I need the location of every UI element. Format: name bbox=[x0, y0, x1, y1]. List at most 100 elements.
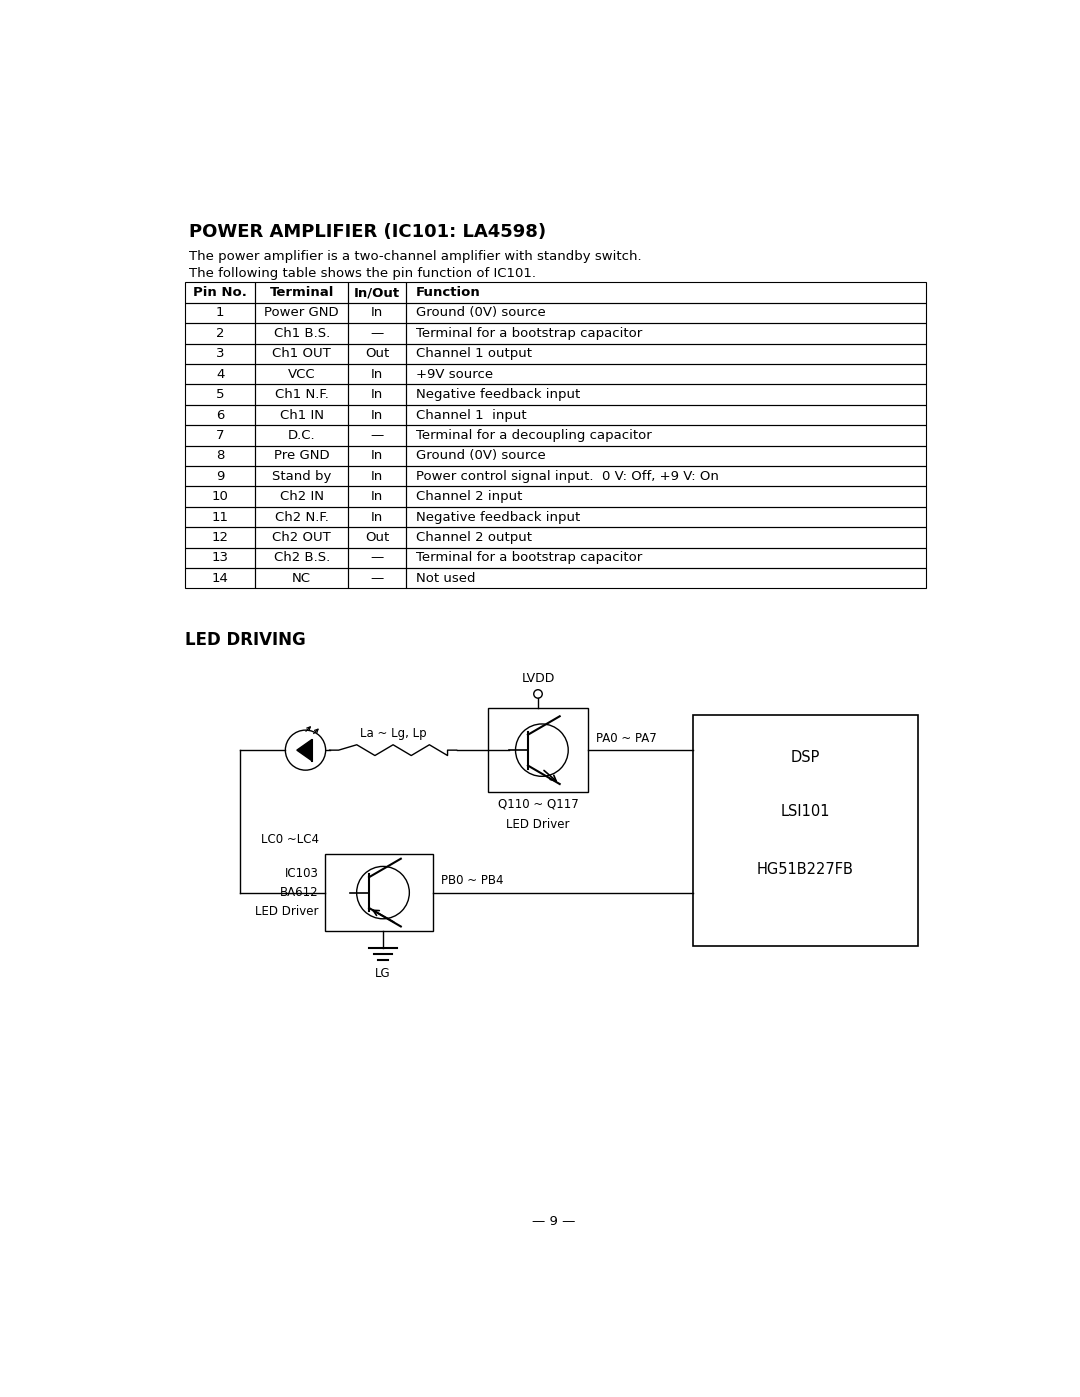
Text: Ch2 IN: Ch2 IN bbox=[280, 490, 324, 503]
Text: La ~ Lg, Lp: La ~ Lg, Lp bbox=[360, 726, 427, 740]
Text: Pin No.: Pin No. bbox=[193, 286, 247, 299]
Bar bbox=[325, 854, 433, 930]
Text: Ground (0V) source: Ground (0V) source bbox=[416, 306, 545, 320]
Text: Stand by: Stand by bbox=[272, 469, 332, 483]
Text: LG: LG bbox=[375, 967, 391, 981]
Text: 2: 2 bbox=[216, 327, 225, 339]
Text: Not used: Not used bbox=[416, 571, 475, 585]
Text: Out: Out bbox=[365, 531, 389, 543]
Bar bbox=[255, 425, 348, 446]
Bar bbox=[255, 467, 348, 486]
Text: Negative feedback input: Negative feedback input bbox=[416, 510, 580, 524]
Text: 4: 4 bbox=[216, 367, 225, 381]
Text: DSP: DSP bbox=[791, 750, 820, 766]
Text: Ch1 B.S.: Ch1 B.S. bbox=[273, 327, 329, 339]
Text: 14: 14 bbox=[212, 571, 229, 585]
Text: Out: Out bbox=[365, 348, 389, 360]
Bar bbox=[348, 486, 406, 507]
Text: In/Out: In/Out bbox=[354, 286, 401, 299]
Text: Ch1 OUT: Ch1 OUT bbox=[272, 348, 330, 360]
Text: — 9 —: — 9 — bbox=[531, 1215, 576, 1228]
Bar bbox=[406, 384, 926, 405]
Text: LED Driver: LED Driver bbox=[255, 905, 319, 918]
Text: LED DRIVING: LED DRIVING bbox=[186, 631, 306, 648]
Text: —: — bbox=[370, 327, 383, 339]
Bar bbox=[186, 425, 255, 446]
Bar bbox=[406, 569, 926, 588]
Bar bbox=[348, 344, 406, 365]
Text: Channel 2 output: Channel 2 output bbox=[416, 531, 531, 543]
Text: Terminal for a bootstrap capacitor: Terminal for a bootstrap capacitor bbox=[416, 327, 642, 339]
Text: HG51B227FB: HG51B227FB bbox=[757, 862, 854, 877]
Text: 13: 13 bbox=[212, 552, 229, 564]
Text: In: In bbox=[372, 510, 383, 524]
Bar bbox=[186, 323, 255, 344]
Bar bbox=[488, 708, 589, 792]
Text: Ch1 N.F.: Ch1 N.F. bbox=[274, 388, 328, 401]
Text: LED Driver: LED Driver bbox=[507, 817, 570, 831]
Text: The following table shows the pin function of IC101.: The following table shows the pin functi… bbox=[189, 267, 537, 279]
Text: Ch2 N.F.: Ch2 N.F. bbox=[274, 510, 328, 524]
Bar bbox=[186, 344, 255, 365]
Bar bbox=[255, 548, 348, 569]
Text: Ch1 IN: Ch1 IN bbox=[280, 408, 324, 422]
Text: 5: 5 bbox=[216, 388, 225, 401]
Text: Terminal for a bootstrap capacitor: Terminal for a bootstrap capacitor bbox=[416, 552, 642, 564]
Text: Power control signal input.  0 V: Off, +9 V: On: Power control signal input. 0 V: Off, +9… bbox=[416, 469, 718, 483]
Text: 10: 10 bbox=[212, 490, 229, 503]
Bar bbox=[186, 303, 255, 323]
Text: Channel 1 output: Channel 1 output bbox=[416, 348, 531, 360]
Text: Negative feedback input: Negative feedback input bbox=[416, 388, 580, 401]
Bar bbox=[186, 405, 255, 425]
Text: 7: 7 bbox=[216, 429, 225, 441]
Bar bbox=[348, 282, 406, 303]
Bar bbox=[255, 527, 348, 548]
Text: Power GND: Power GND bbox=[265, 306, 339, 320]
Bar bbox=[406, 527, 926, 548]
Text: 11: 11 bbox=[212, 510, 229, 524]
Text: The power amplifier is a two-channel amplifier with standby switch.: The power amplifier is a two-channel amp… bbox=[189, 250, 642, 263]
Bar bbox=[406, 486, 926, 507]
Bar bbox=[348, 365, 406, 384]
Text: 8: 8 bbox=[216, 450, 225, 462]
Bar bbox=[186, 486, 255, 507]
Bar bbox=[406, 425, 926, 446]
Text: 3: 3 bbox=[216, 348, 225, 360]
Bar bbox=[348, 569, 406, 588]
Text: Ch2 OUT: Ch2 OUT bbox=[272, 531, 330, 543]
Bar bbox=[186, 548, 255, 569]
Bar bbox=[255, 507, 348, 527]
Bar bbox=[186, 384, 255, 405]
Text: In: In bbox=[372, 388, 383, 401]
Bar bbox=[406, 344, 926, 365]
Text: —: — bbox=[370, 571, 383, 585]
Bar bbox=[348, 384, 406, 405]
Bar bbox=[186, 446, 255, 467]
Bar bbox=[348, 405, 406, 425]
Text: LSI101: LSI101 bbox=[781, 805, 831, 819]
Bar bbox=[406, 446, 926, 467]
Bar bbox=[406, 303, 926, 323]
Bar bbox=[255, 323, 348, 344]
Text: BA612: BA612 bbox=[280, 886, 319, 900]
Bar bbox=[255, 282, 348, 303]
Text: In: In bbox=[372, 450, 383, 462]
Bar bbox=[186, 467, 255, 486]
Bar bbox=[348, 303, 406, 323]
Text: 1: 1 bbox=[216, 306, 225, 320]
Text: —: — bbox=[370, 429, 383, 441]
Text: Channel 2 input: Channel 2 input bbox=[416, 490, 522, 503]
Text: 9: 9 bbox=[216, 469, 225, 483]
Bar bbox=[186, 282, 255, 303]
Text: In: In bbox=[372, 367, 383, 381]
Text: LVDD: LVDD bbox=[522, 672, 555, 685]
Text: POWER AMPLIFIER (IC101: LA4598): POWER AMPLIFIER (IC101: LA4598) bbox=[189, 224, 546, 242]
Bar bbox=[255, 303, 348, 323]
Bar bbox=[348, 527, 406, 548]
Text: Pre GND: Pre GND bbox=[274, 450, 329, 462]
Bar bbox=[186, 527, 255, 548]
Text: NC: NC bbox=[292, 571, 311, 585]
Text: PB0 ~ PB4: PB0 ~ PB4 bbox=[441, 875, 503, 887]
Text: —: — bbox=[370, 552, 383, 564]
Bar bbox=[348, 446, 406, 467]
